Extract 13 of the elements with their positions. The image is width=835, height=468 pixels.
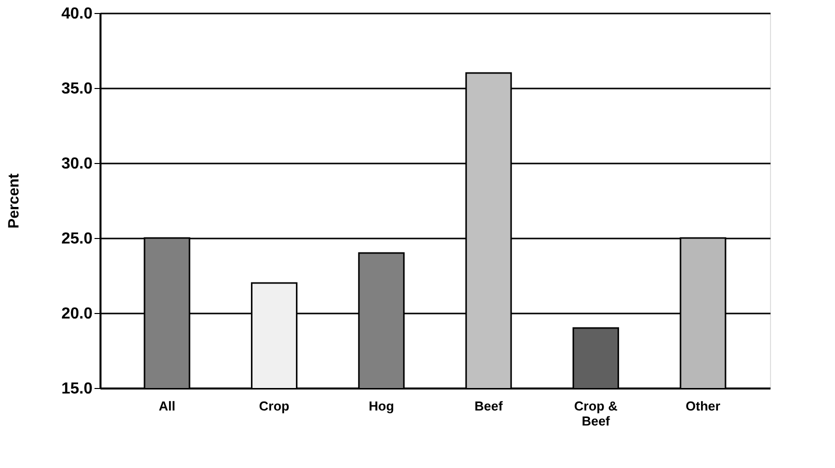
x-tick-label: Beef (474, 398, 504, 414)
x-tick-label: All (158, 398, 176, 414)
y-tick-label: 20.0 (61, 306, 93, 322)
y-tick-label: 35.0 (61, 80, 93, 98)
x-tick-label: Other (686, 398, 720, 414)
y-axis-title: Percent (5, 173, 22, 229)
y-tick-label: 25.0 (61, 230, 93, 248)
x-tick-label: Crop & Beef (574, 398, 618, 428)
y-tick-label: 40.0 (61, 6, 93, 22)
x-tick-label: Crop (259, 398, 290, 414)
y-tick-label: 30.0 (61, 156, 93, 172)
y-tick-label: 15.0 (61, 380, 93, 398)
x-tick-label: Hog (368, 398, 394, 414)
